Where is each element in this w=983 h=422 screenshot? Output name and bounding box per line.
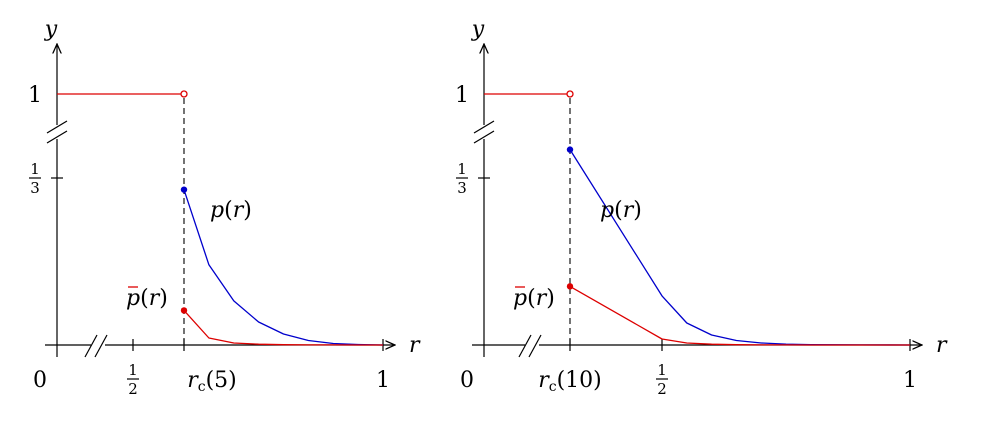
x-tick-label-rc: rc(10)	[538, 368, 602, 395]
y-axis-break-mark	[473, 130, 495, 144]
series-line-pbar	[183, 309, 383, 346]
y-axis-break-mark	[46, 120, 68, 134]
point-open-pbar	[566, 90, 574, 98]
x-tick-label: 1	[376, 368, 390, 393]
series-label-p: p(r)	[600, 198, 642, 223]
series-line-pbar	[569, 285, 910, 346]
x-axis-break-mark	[518, 334, 532, 358]
x-tick-label: 0	[33, 368, 47, 393]
series-label-p: p(r)	[210, 198, 252, 223]
y-axis-break-gap	[54, 125, 60, 139]
y-tick-label: 1	[30, 160, 40, 178]
y-tick-label: 1	[28, 83, 42, 108]
point-filled-pbar	[566, 283, 574, 290]
y-tick-label: 1	[455, 83, 469, 108]
x-axis-break-mark	[84, 334, 98, 358]
x-axis-break-mark	[94, 334, 108, 358]
series-line-p	[183, 189, 384, 346]
y-axis-break-mark	[473, 120, 495, 134]
x-axis-label: r	[936, 333, 948, 358]
y-axis-break-gap	[481, 125, 487, 139]
point-filled-pbar	[180, 307, 188, 314]
x-axis-break-gap	[91, 342, 105, 348]
y-axis-label: y	[471, 17, 485, 42]
x-axis-break-mark	[528, 334, 542, 358]
x-axis-break-gap	[525, 342, 539, 348]
x-tick-label: 1	[903, 368, 917, 393]
y-tick-label: 1	[457, 160, 467, 178]
x-tick-label: 0	[460, 368, 474, 393]
x-tick-label: 2	[128, 380, 138, 398]
x-axis-label: r	[409, 333, 421, 358]
y-tick-label: 3	[30, 179, 40, 197]
x-tick-label: 1	[657, 361, 667, 379]
x-tick-label: 1	[128, 361, 138, 379]
x-tick-label: 2	[657, 380, 667, 398]
point-filled-p	[180, 186, 188, 193]
y-tick-label: 3	[457, 179, 467, 197]
series-label-pbar: p(r)	[513, 286, 555, 311]
point-open-pbar	[180, 90, 188, 98]
y-axis-label: y	[44, 17, 58, 42]
y-axis-break-mark	[46, 130, 68, 144]
series-label-pbar: p(r)	[126, 286, 168, 311]
point-filled-p	[566, 146, 574, 153]
x-tick-label-rc: rc(5)	[187, 368, 237, 395]
